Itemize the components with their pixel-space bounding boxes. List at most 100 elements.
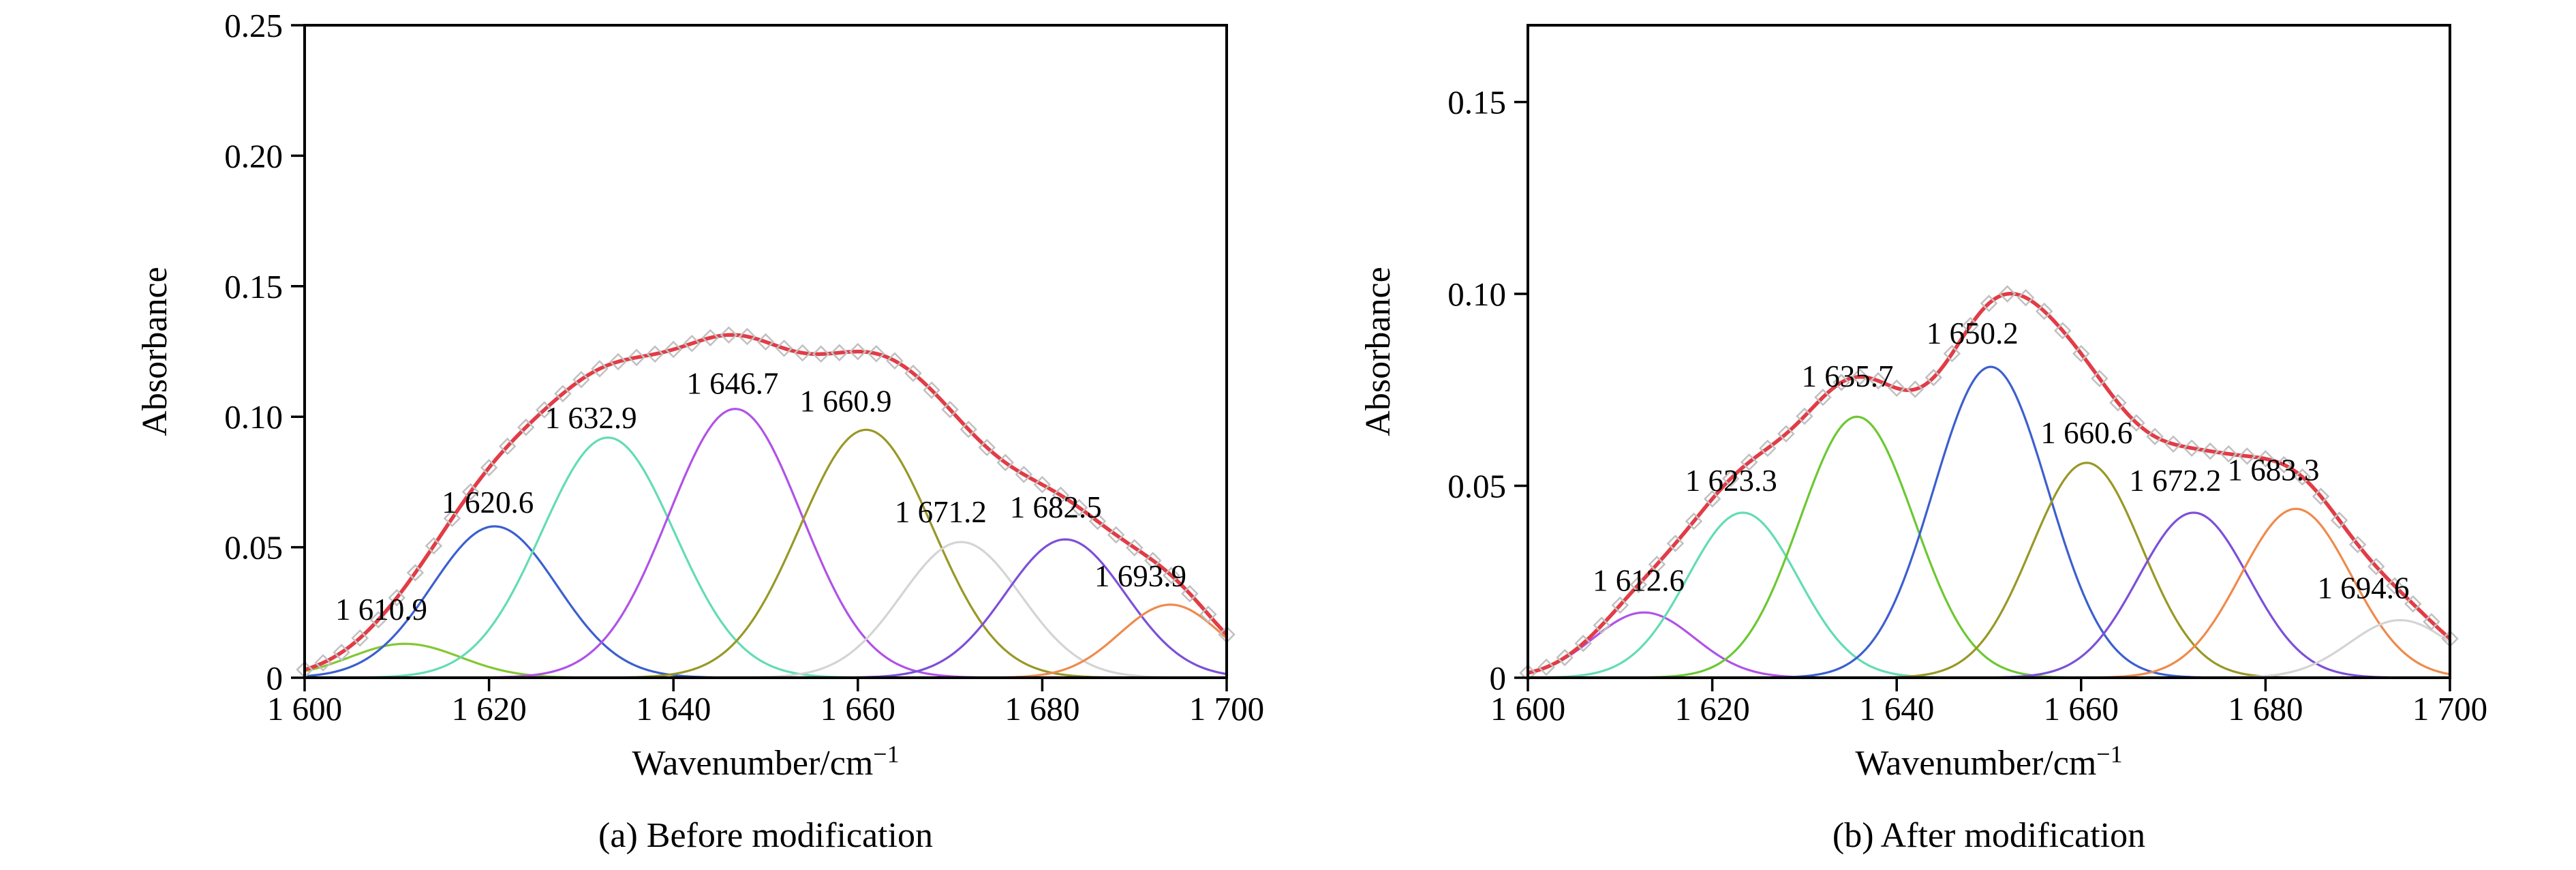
data-point-marker	[2238, 447, 2256, 465]
data-point-marker	[646, 345, 664, 363]
data-point-marker	[923, 381, 940, 399]
x-tick-label: 1 640	[636, 690, 711, 728]
panel-before-modification: 1 610.9 1 620.6 1 632.9 1 646.7 1 660.9 1 671…	[0, 0, 1288, 856]
peak-label: 1 671.2	[895, 495, 987, 529]
data-point-marker	[536, 401, 553, 419]
data-point-marker	[1833, 374, 1850, 391]
data-point-marker	[830, 344, 848, 362]
y-tick-label: 0	[266, 659, 283, 697]
peak-label: 1 612.6	[1593, 563, 1685, 597]
data-point-marker	[904, 364, 922, 382]
data-point-marker	[2404, 595, 2422, 613]
data-point-marker	[1107, 526, 1125, 544]
data-point-marker	[2367, 558, 2385, 575]
y-tick-label: 0	[1490, 659, 1507, 697]
data-point-marker	[1648, 555, 1666, 573]
data-point-marker	[1685, 512, 1703, 530]
caption-before-modification: (a) Before modification	[598, 816, 933, 855]
data-point-marker	[628, 348, 645, 367]
plot-frame	[303, 24, 1228, 679]
component-peak-curve	[1528, 618, 2451, 679]
x-tick-label: 1 640	[1859, 690, 1934, 728]
y-tick-label: 0.10	[1447, 275, 1506, 313]
data-point-marker	[978, 438, 996, 457]
data-point-marker	[517, 418, 535, 436]
data-point-marker	[2330, 511, 2348, 529]
data-point-marker	[1015, 466, 1033, 483]
plot-frame	[1527, 24, 2451, 679]
data-point-marker	[480, 459, 498, 477]
data-point-marker	[351, 629, 369, 647]
data-point-marker	[1611, 596, 1629, 614]
peak-label: 1 694.6	[2317, 571, 2409, 605]
data-point-marker	[572, 370, 590, 389]
data-point-marker	[1998, 285, 2017, 303]
x-tick-label: 1 620	[1674, 690, 1749, 728]
data-point-marker	[738, 327, 756, 346]
data-point-marker	[886, 352, 904, 370]
data-point-marker	[609, 352, 627, 371]
component-peak-curve	[305, 428, 1227, 679]
data-point-marker	[1943, 344, 1961, 363]
data-point-marker	[756, 333, 775, 351]
data-point-marker	[1144, 552, 1162, 569]
data-point-marker	[1181, 584, 1199, 603]
peak-label: 1 672.2	[2129, 464, 2221, 498]
data-point-marker	[996, 453, 1015, 472]
data-point-marker	[812, 345, 830, 363]
x-tick-label: 1 680	[2228, 690, 2303, 728]
data-point-marker	[1869, 372, 1887, 390]
data-point-marker	[1125, 539, 1144, 557]
data-point-marker	[2423, 613, 2440, 631]
y-tick-label: 0.15	[224, 268, 283, 305]
peak-label: 1 646.7	[686, 367, 778, 401]
data-point-marker	[2201, 442, 2219, 460]
data-point-marker	[1574, 634, 1592, 652]
component-peak-curve	[305, 436, 1227, 679]
data-point-marker	[1740, 453, 1758, 471]
data-point-marker	[683, 334, 701, 352]
data-point-marker	[406, 564, 425, 582]
data-point-marker	[1961, 316, 1980, 335]
data-point-marker	[2017, 288, 2035, 307]
data-point-marker	[1088, 512, 1107, 530]
spectrum-chart-after-modification: 1 612.6 1 623.3 1 635.7 1 650.2 1 660.6 1 672…	[1359, 24, 2487, 783]
data-point-marker	[2053, 322, 2072, 340]
x-axis-title: Wavenumber/cm−1	[632, 740, 899, 783]
component-peak-curve	[304, 642, 1227, 679]
peak-label: 1 623.3	[1685, 464, 1777, 498]
y-tick-label: 0.05	[1447, 468, 1506, 505]
data-point-marker	[2146, 427, 2164, 445]
data-point-marker	[1796, 407, 1813, 425]
data-point-marker	[1888, 379, 1905, 397]
panel-after-modification: 1 612.6 1 623.3 1 635.7 1 650.2 1 660.6 1 672…	[1288, 0, 2576, 856]
data-point-marker	[1537, 658, 1555, 676]
data-point-marker	[443, 509, 461, 528]
peak-label: 1 683.3	[2228, 453, 2320, 487]
peak-label: 1 693.9	[1094, 559, 1186, 593]
data-point-marker	[498, 437, 517, 455]
peak-label: 1 620.6	[442, 485, 534, 520]
y-tick-label: 0.20	[224, 137, 283, 175]
data-point-marker	[2091, 370, 2109, 387]
y-tick-label: 0.15	[1447, 84, 1506, 121]
data-point-marker	[2035, 302, 2053, 320]
data-point-marker	[720, 326, 738, 344]
x-tick-label: 1 700	[2412, 690, 2487, 728]
data-point-marker	[2275, 455, 2293, 474]
x-tick-label: 1 660	[821, 690, 895, 728]
data-point-marker	[1666, 535, 1685, 552]
y-axis-title: Absorbance	[1359, 267, 1398, 436]
data-point-marker	[2256, 450, 2275, 468]
data-point-marker	[1033, 476, 1052, 494]
peak-label: 1 632.9	[545, 401, 637, 435]
data-point-marker	[2348, 535, 2367, 554]
data-point-marker	[2220, 445, 2238, 463]
peak-label: 1 660.9	[799, 384, 891, 418]
peak-label: 1 682.5	[1010, 490, 1102, 524]
y-tick-label: 0.05	[224, 529, 283, 567]
data-point-marker	[461, 483, 480, 501]
envelope-curve	[304, 333, 1228, 672]
peak-label: 1 635.7	[1802, 359, 1894, 393]
